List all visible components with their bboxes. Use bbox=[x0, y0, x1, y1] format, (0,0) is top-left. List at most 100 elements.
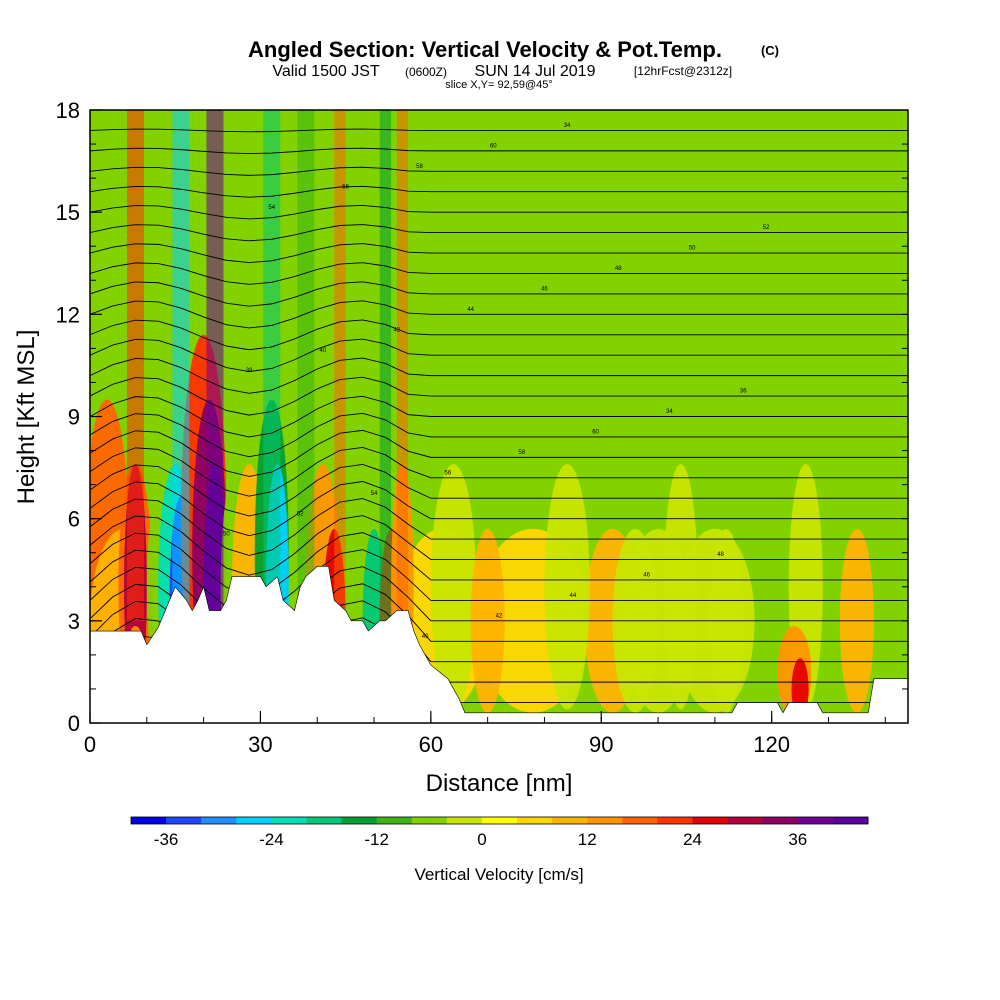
colorbar-swatch bbox=[411, 817, 448, 824]
x-axis-label: Distance [nm] bbox=[426, 770, 573, 797]
theta-contour-line bbox=[90, 515, 908, 576]
colorbar-swatch bbox=[376, 817, 413, 824]
subtitle-forecast: [12hrFcst@2312z] bbox=[634, 64, 732, 78]
theta-contour-label: 52 bbox=[297, 511, 304, 517]
theta-contour-label: 44 bbox=[467, 307, 474, 313]
colorbar-tick-label: 0 bbox=[477, 830, 486, 849]
velocity-streak bbox=[334, 110, 346, 621]
velocity-streak bbox=[297, 110, 315, 621]
theta-contour-line bbox=[90, 429, 908, 477]
theta-contour-label: 36 bbox=[638, 103, 645, 109]
colorbar-tick-label: -36 bbox=[154, 830, 179, 849]
theta-contour-label: 44 bbox=[570, 593, 577, 599]
velocity-streak bbox=[396, 110, 409, 621]
velocity-streak bbox=[172, 110, 190, 621]
theta-contour-label: 52 bbox=[763, 225, 770, 231]
colorbar-frame bbox=[130, 816, 869, 825]
velocity-cell bbox=[430, 464, 477, 710]
colorbar-tick-label: -12 bbox=[364, 830, 389, 849]
x-tick-label: 120 bbox=[753, 732, 790, 757]
colorbar-swatch bbox=[341, 817, 378, 824]
theta-contour-label: 40 bbox=[422, 634, 429, 640]
theta-contour-line bbox=[90, 412, 908, 458]
colorbar-swatch bbox=[797, 817, 834, 824]
y-tick-label: 9 bbox=[68, 405, 80, 430]
x-tick-label: 30 bbox=[248, 732, 272, 757]
theta-contour-line bbox=[90, 128, 908, 133]
theta-contour-label: 54 bbox=[268, 205, 275, 211]
theta-contour-label: 48 bbox=[717, 552, 724, 558]
theta-contour-line bbox=[90, 300, 908, 329]
colorbar-swatch bbox=[166, 817, 202, 824]
theta-contours: 3436384042444648505254565860343638404244… bbox=[90, 103, 908, 714]
y-tick-label: 6 bbox=[68, 507, 80, 532]
subtitle-zulu: (0600Z) bbox=[405, 65, 447, 79]
colorbar-swatch bbox=[236, 817, 272, 824]
theta-contour-label: 34 bbox=[666, 409, 673, 415]
chart-subtitle: Valid 1500 JST (0600Z) SUN 14 Jul 2019 [… bbox=[272, 63, 732, 80]
theta-contour-line bbox=[90, 338, 908, 372]
x-tick-label: 60 bbox=[419, 732, 443, 757]
theta-contour-line bbox=[90, 481, 908, 537]
subtitle-date: SUN 14 Jul 2019 bbox=[475, 63, 596, 80]
theta-contour-line bbox=[90, 357, 908, 394]
x-axis: 0 30 60 90 120 bbox=[84, 711, 886, 757]
velocity-streak bbox=[263, 110, 281, 621]
theta-contour-line bbox=[90, 319, 908, 351]
colorbar-swatch bbox=[622, 817, 658, 824]
colorbar: -36 -24 -12 0 12 24 36 bbox=[130, 816, 869, 849]
theta-contour-label: 36 bbox=[740, 389, 747, 395]
theta-contour-line bbox=[90, 224, 908, 242]
colorbar-tick-label: 24 bbox=[683, 830, 702, 849]
theta-contour-line bbox=[90, 281, 908, 307]
velocity-streak bbox=[379, 110, 392, 621]
theta-contour-label: 42 bbox=[496, 613, 503, 619]
theta-contour-line bbox=[90, 446, 908, 497]
velocity-cell bbox=[663, 464, 698, 710]
y-axis-label: Height [Kft MSL] bbox=[13, 330, 40, 505]
theta-contour-label: 46 bbox=[541, 286, 548, 292]
y-tick-label: 12 bbox=[56, 302, 80, 327]
theta-contour-label: 58 bbox=[518, 450, 525, 456]
theta-contour-line bbox=[90, 532, 908, 596]
colorbar-swatch bbox=[657, 817, 694, 824]
theta-contour-label: 40 bbox=[320, 348, 327, 354]
velocity-streak bbox=[126, 110, 144, 621]
y-tick-label: 3 bbox=[68, 609, 80, 634]
theta-contour-line bbox=[90, 376, 908, 416]
x-tick-label: 0 bbox=[84, 732, 96, 757]
velocity-cell bbox=[544, 464, 590, 710]
chart-title: Angled Section: Vertical Velocity & Pot.… bbox=[248, 37, 722, 62]
terrain-mask bbox=[90, 566, 908, 723]
colorbar-tick-label: 36 bbox=[788, 830, 807, 849]
theta-contour-line bbox=[90, 204, 908, 220]
theta-contour-label: 34 bbox=[564, 123, 571, 129]
colorbar-swatch bbox=[306, 817, 343, 824]
colorbar-swatch bbox=[481, 817, 518, 824]
y-tick-label: 15 bbox=[56, 200, 80, 225]
colorbar-swatch bbox=[552, 817, 588, 824]
x-tick-label: 90 bbox=[589, 732, 613, 757]
theta-contour-label: 42 bbox=[393, 327, 400, 333]
theta-contour-label: 56 bbox=[342, 184, 349, 190]
theta-contour-line bbox=[90, 147, 908, 155]
theta-contour-line bbox=[90, 463, 908, 517]
theta-contour-label: 48 bbox=[615, 266, 622, 272]
colorbar-tick-label: -24 bbox=[259, 830, 284, 849]
colorbar-swatch bbox=[517, 817, 553, 824]
theta-contour-label: 56 bbox=[445, 470, 452, 476]
theta-contour-label: 60 bbox=[490, 143, 497, 149]
theta-contour-line bbox=[90, 262, 908, 285]
theta-contour-line bbox=[90, 185, 908, 198]
theta-contour-line bbox=[90, 498, 908, 556]
colorbar-swatch bbox=[727, 817, 764, 824]
theta-contour-line bbox=[90, 166, 908, 176]
theta-contour-line bbox=[90, 243, 908, 264]
colorbar-swatch bbox=[131, 817, 167, 824]
colorbar-swatch bbox=[201, 817, 237, 824]
colorbar-tick-label: 12 bbox=[578, 830, 597, 849]
colorbar-swatch bbox=[271, 817, 307, 824]
theta-contour-label: 50 bbox=[223, 532, 230, 538]
slice-label: slice X,Y= 92,59@45° bbox=[445, 79, 553, 91]
